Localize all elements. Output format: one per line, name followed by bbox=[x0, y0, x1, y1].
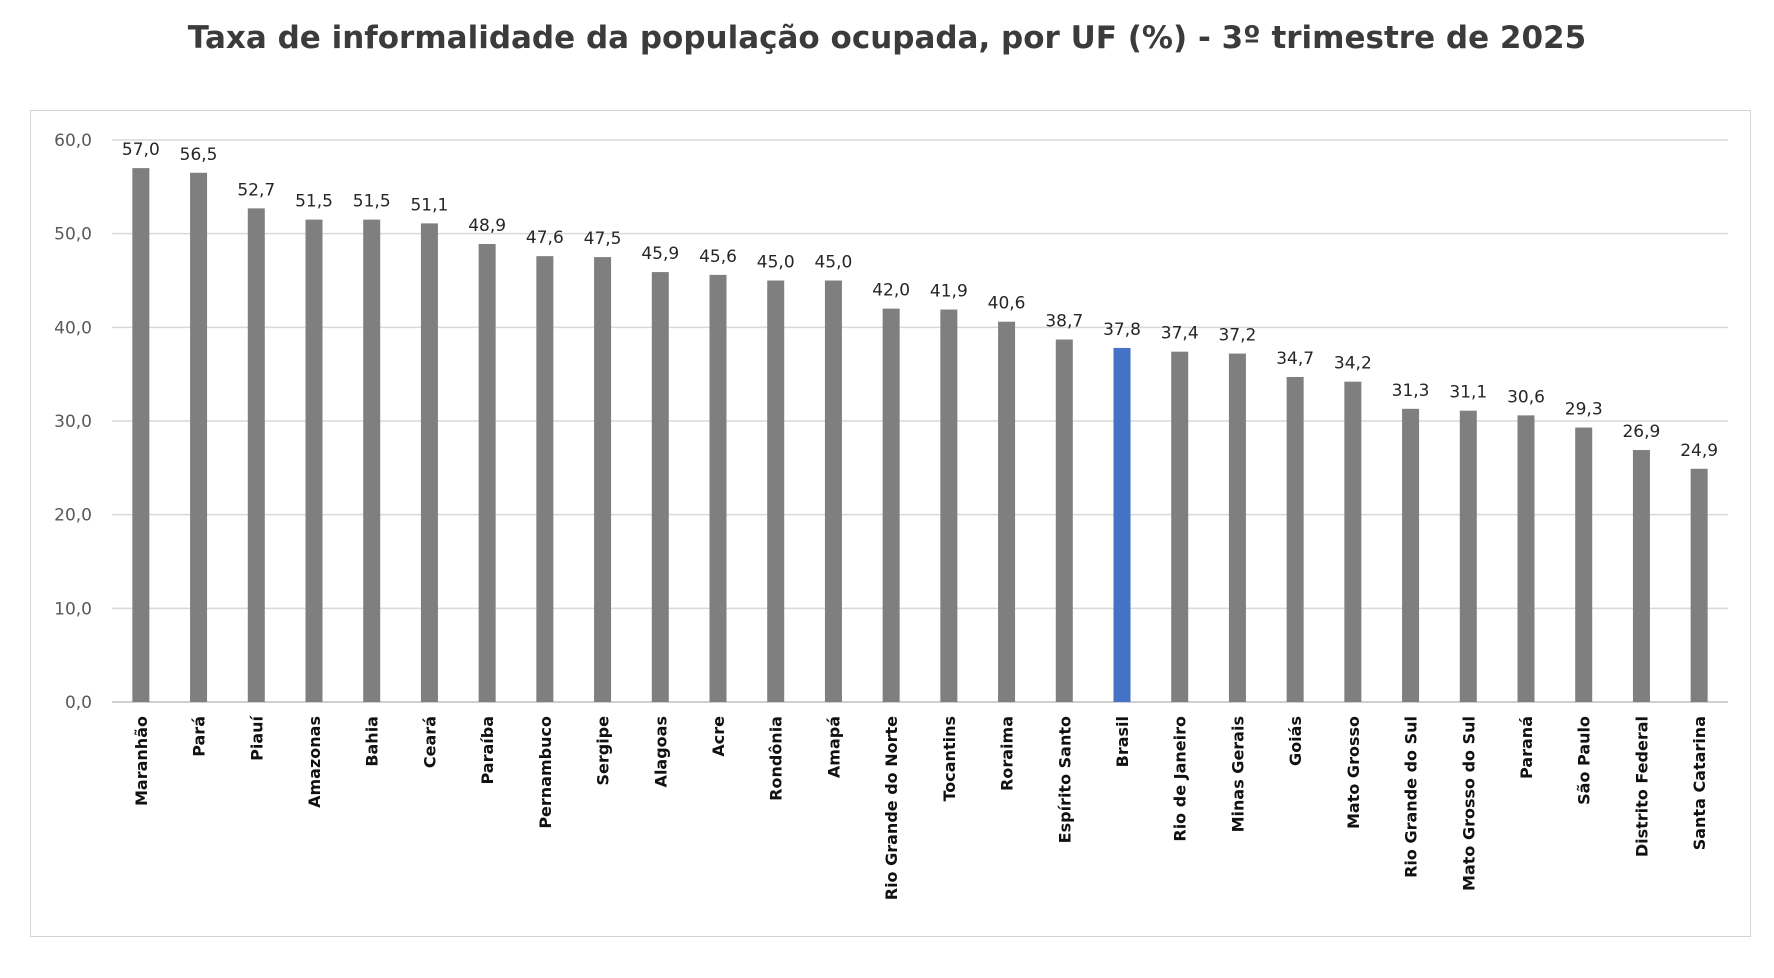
x-tick-label: Sergipe bbox=[594, 716, 613, 786]
x-tick-label: Bahia bbox=[363, 716, 382, 767]
y-tick-label: 50,0 bbox=[54, 225, 92, 245]
bar-sergipe bbox=[594, 257, 612, 702]
x-tick-label: Pernambuco bbox=[536, 716, 555, 829]
data-label: 51,5 bbox=[295, 192, 333, 212]
data-label: 42,0 bbox=[872, 281, 910, 301]
y-tick-label: 60,0 bbox=[54, 131, 92, 151]
bar-rio-de-janeiro bbox=[1171, 351, 1189, 702]
data-label: 47,6 bbox=[526, 228, 564, 248]
bar-roraima bbox=[998, 321, 1016, 702]
x-tick-label: Goiás bbox=[1286, 716, 1305, 766]
data-label: 37,8 bbox=[1103, 320, 1141, 340]
data-label: 47,5 bbox=[584, 229, 622, 249]
x-tick-label: Amapá bbox=[824, 716, 843, 778]
bar-parana bbox=[1517, 415, 1535, 702]
bar-santa-catarina bbox=[1690, 468, 1708, 702]
bar-rio-grande-do-sul bbox=[1402, 408, 1420, 702]
x-tick-label: Paraná bbox=[1517, 716, 1536, 779]
x-tick-label: Pará bbox=[190, 716, 209, 757]
y-tick-label: 40,0 bbox=[54, 318, 92, 338]
bar-brasil bbox=[1113, 347, 1131, 702]
data-label: 34,2 bbox=[1334, 354, 1372, 374]
data-label: 45,0 bbox=[814, 253, 852, 273]
data-label: 37,4 bbox=[1161, 324, 1199, 344]
x-tick-label: Mato Grosso bbox=[1344, 716, 1363, 829]
data-label: 37,2 bbox=[1218, 326, 1256, 346]
bar-tocantins bbox=[940, 309, 958, 702]
x-tick-label: Rio Grande do Norte bbox=[882, 716, 901, 900]
bar-piaui bbox=[247, 208, 265, 703]
x-tick-label: Piauí bbox=[247, 714, 266, 760]
x-tick-label: Amazonas bbox=[305, 716, 324, 808]
data-label: 31,3 bbox=[1392, 381, 1430, 401]
bar-alagoas bbox=[651, 272, 669, 702]
x-tick-label: Rio de Janeiro bbox=[1171, 716, 1190, 842]
data-label: 29,3 bbox=[1565, 400, 1603, 420]
data-label: 38,7 bbox=[1045, 312, 1083, 332]
data-label: 52,7 bbox=[237, 180, 275, 200]
bar-maranhao bbox=[132, 168, 150, 703]
chart-title: Taxa de informalidade da população ocupa… bbox=[187, 20, 1587, 56]
data-label: 51,1 bbox=[410, 195, 448, 215]
y-tick-label: 30,0 bbox=[54, 412, 92, 432]
bar-acre bbox=[709, 274, 727, 702]
x-tick-label: Rondônia bbox=[767, 716, 786, 801]
y-tick-label: 10,0 bbox=[54, 599, 92, 619]
bar-ceara bbox=[420, 223, 438, 702]
data-label: 40,6 bbox=[988, 294, 1026, 314]
bar-mato-grosso-do-sul bbox=[1459, 410, 1477, 702]
x-tick-label: Santa Catarina bbox=[1690, 716, 1709, 850]
x-tick-label: Ceará bbox=[420, 716, 439, 768]
x-tick-label: Tocantins bbox=[940, 716, 959, 802]
x-tick-label: Rio Grande do Sul bbox=[1402, 716, 1421, 878]
data-label: 45,0 bbox=[757, 253, 795, 273]
y-tick-label: 20,0 bbox=[54, 506, 92, 526]
bar-goias bbox=[1286, 376, 1304, 702]
bar-amazonas bbox=[305, 219, 323, 702]
data-label: 56,5 bbox=[180, 145, 218, 165]
x-tick-label: Acre bbox=[709, 716, 728, 757]
data-label: 57,0 bbox=[122, 140, 160, 160]
bar-minas-gerais bbox=[1228, 353, 1246, 702]
bar-bahia bbox=[363, 219, 381, 702]
data-label: 26,9 bbox=[1622, 422, 1660, 442]
bar-rio-grande-do-norte bbox=[882, 308, 900, 702]
data-label: 24,9 bbox=[1680, 441, 1718, 461]
x-tick-label: Brasil bbox=[1113, 716, 1132, 767]
bar-pernambuco bbox=[536, 256, 554, 702]
x-tick-label: Paraíba bbox=[478, 716, 497, 785]
x-tick-label: Mato Grosso do Sul bbox=[1459, 716, 1478, 891]
bar-paraiba bbox=[478, 243, 496, 702]
bar-amapa bbox=[824, 280, 842, 702]
data-label: 45,6 bbox=[699, 247, 737, 267]
data-label: 34,7 bbox=[1276, 349, 1314, 369]
bar-espirito-santo bbox=[1055, 339, 1073, 702]
data-label: 31,1 bbox=[1449, 383, 1487, 403]
bar-mato-grosso bbox=[1344, 381, 1362, 702]
x-tick-label: Distrito Federal bbox=[1632, 716, 1651, 857]
data-label: 41,9 bbox=[930, 282, 968, 302]
data-label: 51,5 bbox=[353, 192, 391, 212]
x-tick-label: São Paulo bbox=[1575, 716, 1594, 805]
bar-distrito-federal bbox=[1632, 450, 1650, 702]
data-label: 45,9 bbox=[641, 244, 679, 264]
bar-rondonia bbox=[767, 280, 785, 702]
x-tick-label: Alagoas bbox=[651, 716, 670, 787]
bar-sao-paulo bbox=[1575, 427, 1593, 702]
x-tick-label: Minas Gerais bbox=[1228, 716, 1247, 832]
x-tick-label: Maranhão bbox=[132, 716, 151, 806]
y-tick-label: 0,0 bbox=[65, 693, 92, 713]
x-tick-label: Roraima bbox=[998, 716, 1017, 791]
data-label: 48,9 bbox=[468, 216, 506, 236]
x-tick-label: Espírito Santo bbox=[1055, 716, 1074, 843]
bar-para bbox=[190, 172, 208, 703]
data-label: 30,6 bbox=[1507, 387, 1545, 407]
